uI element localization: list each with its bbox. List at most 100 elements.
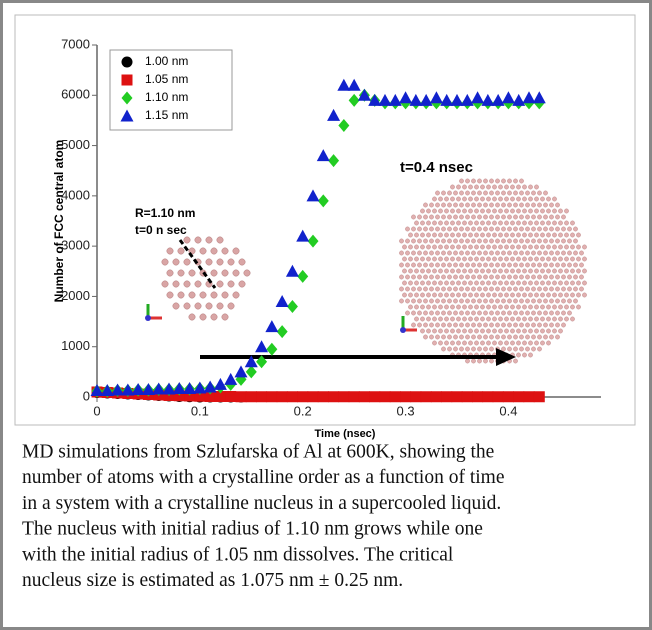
atom [468, 244, 473, 250]
atom [441, 190, 446, 196]
atom [444, 220, 449, 226]
atom [513, 250, 518, 256]
caption-line: in a system with a crystalline nucleus i… [22, 493, 501, 514]
point [276, 391, 288, 403]
point [235, 391, 247, 403]
atom [549, 250, 554, 256]
atom [540, 340, 545, 346]
atom [519, 298, 524, 304]
atom [549, 238, 554, 244]
atom [441, 310, 446, 316]
atom [516, 196, 521, 202]
atom [414, 232, 419, 238]
atom [227, 302, 235, 310]
atom [468, 316, 473, 322]
atom [480, 208, 485, 214]
atom [423, 310, 428, 316]
atom [435, 322, 440, 328]
atom [513, 238, 518, 244]
atom [552, 328, 557, 334]
atom [561, 322, 566, 328]
atom [423, 286, 428, 292]
atom [570, 268, 575, 274]
atom [480, 244, 485, 250]
atom [426, 316, 431, 322]
atom [402, 268, 407, 274]
atom [522, 280, 527, 286]
atom [456, 292, 461, 298]
atom [498, 244, 503, 250]
atom [465, 286, 470, 292]
point [172, 381, 186, 394]
atom [546, 340, 551, 346]
atom [194, 236, 202, 244]
atom [435, 286, 440, 292]
atom [474, 220, 479, 226]
atom [498, 220, 503, 226]
atom [507, 286, 512, 292]
atom [540, 244, 545, 250]
point [429, 91, 443, 104]
point [173, 390, 185, 402]
atom [441, 250, 446, 256]
atom [465, 310, 470, 316]
atom [456, 316, 461, 322]
atom [399, 274, 404, 280]
point [513, 391, 525, 403]
atom [528, 196, 533, 202]
point [203, 380, 217, 393]
atom [444, 316, 449, 322]
atom [510, 244, 515, 250]
atom [468, 340, 473, 346]
atom [453, 238, 458, 244]
atom [462, 220, 467, 226]
atom [459, 286, 464, 292]
atom [456, 184, 461, 190]
atom [462, 280, 467, 286]
chart-frame [14, 14, 636, 426]
atom [480, 304, 485, 310]
atom [558, 280, 563, 286]
atom [501, 346, 506, 352]
atom [522, 196, 527, 202]
atom [543, 202, 548, 208]
atom [495, 322, 500, 328]
atom [516, 208, 521, 214]
atom [483, 178, 488, 184]
atom [582, 280, 587, 286]
atom [501, 262, 506, 268]
atom [453, 226, 458, 232]
atom [456, 232, 461, 238]
atom [498, 268, 503, 274]
atom [465, 274, 470, 280]
atom [501, 178, 506, 184]
atom [516, 268, 521, 274]
atom [549, 286, 554, 292]
atom [528, 184, 533, 190]
atom [194, 302, 202, 310]
atom [474, 196, 479, 202]
atom [564, 292, 569, 298]
atom [429, 322, 434, 328]
atom [417, 262, 422, 268]
atom [489, 202, 494, 208]
y-tick-label: 5000 [61, 137, 90, 152]
point [100, 383, 114, 396]
atom [519, 310, 524, 316]
atom [205, 302, 213, 310]
atom [492, 220, 497, 226]
atom [423, 274, 428, 280]
atom [177, 269, 185, 277]
atom [510, 328, 515, 334]
atom [456, 304, 461, 310]
atom [483, 214, 488, 220]
atom [540, 220, 545, 226]
atom [576, 232, 581, 238]
atom [537, 214, 542, 220]
atom [516, 256, 521, 262]
atom [444, 328, 449, 334]
atom [447, 346, 452, 352]
atom [498, 208, 503, 214]
atom [438, 280, 443, 286]
point [328, 391, 340, 403]
